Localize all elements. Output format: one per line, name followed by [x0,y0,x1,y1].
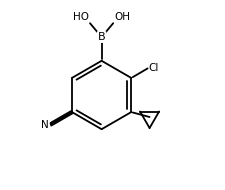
Text: N: N [41,120,49,130]
Text: HO: HO [73,12,89,22]
Text: OH: OH [114,12,130,22]
Text: B: B [97,32,105,42]
Text: Cl: Cl [148,63,158,73]
